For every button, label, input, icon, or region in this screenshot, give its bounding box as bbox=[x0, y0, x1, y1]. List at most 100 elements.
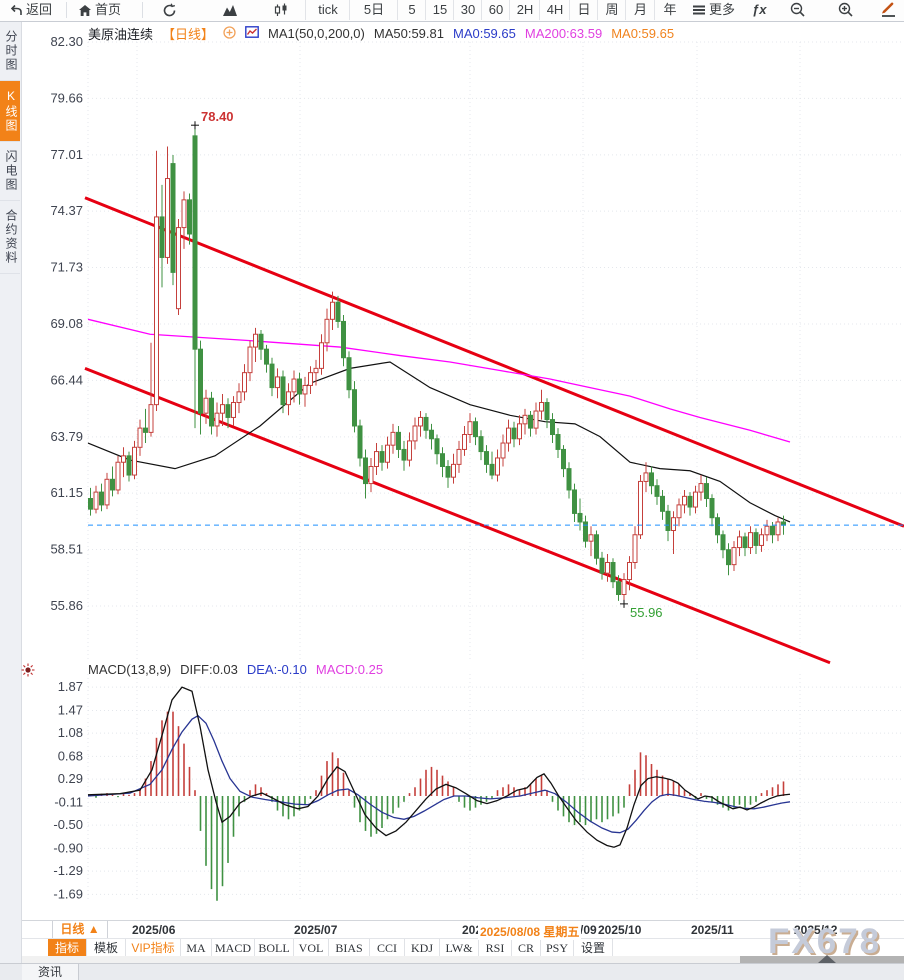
diff-value: DIFF:0.03 bbox=[180, 662, 238, 677]
tab-vol[interactable]: VOL bbox=[294, 939, 329, 957]
svg-text:-1.69: -1.69 bbox=[53, 886, 83, 901]
macd-y-axis-labels: 1.87 1.47 1.08 0.68 0.29 -0.11 -0.50 -0.90 -1.29… bbox=[53, 679, 83, 901]
home-icon bbox=[78, 4, 92, 17]
tab-cci[interactable]: CCI bbox=[370, 939, 405, 957]
back-label: 返回 bbox=[26, 2, 53, 17]
macd-gridlines bbox=[87, 674, 902, 900]
axis-date-label: 2025/12 bbox=[794, 923, 838, 937]
svg-text:61.15: 61.15 bbox=[50, 485, 83, 500]
indicator-fx-button[interactable]: ƒx bbox=[752, 2, 767, 17]
sidebar-item-kline-chart[interactable]: K线图 bbox=[0, 81, 20, 142]
tab-rsi[interactable]: RSI bbox=[479, 939, 512, 957]
macd-header: MACD(13,8,9) DIFF:0.03 DEA:-0.10 MACD:0.… bbox=[88, 662, 383, 677]
candlestick-series bbox=[88, 125, 786, 604]
period-selector-button[interactable]: 日线 ▲ bbox=[52, 921, 108, 938]
tab-vip-indicator[interactable]: VIP指标 bbox=[126, 939, 181, 957]
dea-line bbox=[87, 714, 791, 834]
zoom-in-button[interactable] bbox=[838, 0, 854, 20]
add-indicator-icon[interactable] bbox=[223, 25, 236, 42]
tab-bias[interactable]: BIAS bbox=[329, 939, 370, 957]
svg-text:1.87: 1.87 bbox=[58, 679, 83, 694]
symbol-name[interactable]: 美原油连续 bbox=[88, 27, 154, 42]
sidebar-item-lightning-chart[interactable]: 闪电图 bbox=[0, 142, 20, 201]
svg-text:82.30: 82.30 bbox=[50, 34, 83, 49]
tab-kdj[interactable]: KDJ bbox=[405, 939, 440, 957]
tab-macd[interactable]: MACD bbox=[212, 939, 255, 957]
svg-text:63.79: 63.79 bbox=[50, 429, 83, 444]
line-chart-view-button[interactable] bbox=[222, 0, 238, 20]
indicator-settings-sun-icon[interactable] bbox=[21, 663, 35, 682]
timeframe-year-button[interactable]: 年 bbox=[654, 0, 685, 20]
zoom-out-icon bbox=[790, 2, 806, 18]
timeframe-day-button[interactable]: 日 bbox=[569, 0, 598, 20]
sidebar-item-time-chart[interactable]: 分时图 bbox=[0, 22, 20, 81]
ma200-value: MA200:63.59 bbox=[524, 26, 603, 41]
back-arrow-icon bbox=[8, 4, 23, 17]
chart-header: 美原油连续 【日线】 MA1(50,0,200,0) MA50:59.81 MA… bbox=[88, 24, 674, 43]
hamburger-icon bbox=[692, 4, 706, 16]
candlestick-icon bbox=[274, 3, 288, 17]
svg-text:1.47: 1.47 bbox=[58, 702, 83, 717]
more-button[interactable]: 更多 bbox=[692, 0, 735, 20]
svg-text:-1.29: -1.29 bbox=[53, 863, 83, 878]
timeframe-4h-button[interactable]: 4H bbox=[539, 0, 570, 20]
bottom-status-bar: 资讯 bbox=[0, 963, 904, 980]
timeframe-tick-button[interactable]: tick bbox=[305, 0, 350, 20]
timeframe-week-button[interactable]: 周 bbox=[597, 0, 626, 20]
timeframe-30m-button[interactable]: 30 bbox=[453, 0, 482, 20]
draw-tool-button[interactable] bbox=[880, 0, 897, 20]
macd-settings-label: MACD(13,8,9) bbox=[88, 662, 172, 677]
svg-text:69.08: 69.08 bbox=[50, 316, 83, 331]
tab-indicator[interactable]: 指标 bbox=[48, 939, 87, 957]
svg-text:0.68: 0.68 bbox=[58, 748, 83, 763]
ma0-orange-value: MA0:59.65 bbox=[611, 26, 675, 41]
home-label: 首页 bbox=[95, 2, 122, 17]
ma50-line bbox=[87, 361, 791, 523]
axis-date-label: 2025/07 bbox=[294, 923, 338, 937]
dea-value: DEA:-0.10 bbox=[246, 662, 307, 677]
back-button[interactable]: 返回 bbox=[8, 0, 52, 20]
tab-lwr[interactable]: LW& bbox=[440, 939, 479, 957]
ma0-blue-value: MA0:59.65 bbox=[452, 26, 516, 41]
main-candlestick-chart[interactable]: 82.30 79.66 77.01 74.37 71.73 69.08 66.44 63.79… bbox=[22, 22, 904, 666]
axis-date-label: 2025/06 bbox=[132, 923, 176, 937]
panel-expand-triangle[interactable] bbox=[818, 955, 836, 963]
sidebar-item-contract-info[interactable]: 合约资料 bbox=[0, 201, 20, 274]
tab-boll[interactable]: BOLL bbox=[255, 939, 294, 957]
top-toolbar: 返回 首页 tick 5日 5 15 30 6 bbox=[0, 0, 904, 22]
timeframe-5d-button[interactable]: 5日 bbox=[349, 0, 398, 20]
refresh-button[interactable] bbox=[162, 0, 177, 20]
timeframe-15m-button[interactable]: 15 bbox=[425, 0, 454, 20]
ma200-line bbox=[87, 318, 791, 443]
candle-chart-view-button[interactable] bbox=[274, 0, 288, 20]
period-label: 【日线】 bbox=[162, 27, 215, 42]
svg-text:71.73: 71.73 bbox=[50, 259, 83, 274]
toolbar-separator bbox=[142, 2, 143, 18]
axis-date-label: 2025/10 bbox=[598, 923, 642, 937]
tab-ma[interactable]: MA bbox=[181, 939, 212, 957]
horizontal-scrollbar-track[interactable] bbox=[22, 955, 904, 963]
toolbar-separator bbox=[66, 2, 67, 18]
tab-psy[interactable]: PSY bbox=[541, 939, 574, 957]
tab-cr[interactable]: CR bbox=[512, 939, 541, 957]
home-button[interactable]: 首页 bbox=[78, 0, 121, 20]
zoom-out-button[interactable] bbox=[790, 0, 806, 20]
svg-text:55.96: 55.96 bbox=[630, 605, 663, 620]
axis-date-label-clipped: /09 bbox=[580, 923, 597, 937]
macd-chart[interactable]: 1.87 1.47 1.08 0.68 0.29 -0.11 -0.50 -0.90 -1.29… bbox=[22, 660, 904, 918]
timeframe-60m-button[interactable]: 60 bbox=[481, 0, 510, 20]
tab-template[interactable]: 模板 bbox=[87, 939, 126, 957]
crosshair-date-tooltip: 2025/08/08 星期五 bbox=[478, 923, 582, 940]
macd-value: MACD:0.25 bbox=[315, 662, 384, 677]
timeframe-month-button[interactable]: 月 bbox=[625, 0, 655, 20]
refresh-icon bbox=[162, 3, 177, 18]
svg-text:55.86: 55.86 bbox=[50, 598, 83, 613]
tab-settings[interactable]: 设置 bbox=[574, 939, 613, 957]
news-tab[interactable]: 资讯 bbox=[22, 964, 79, 980]
axis-date-label: 2025/11 bbox=[691, 923, 734, 937]
timeframe-2h-button[interactable]: 2H bbox=[509, 0, 540, 20]
svg-text:-0.90: -0.90 bbox=[53, 840, 83, 855]
timeframe-5m-button[interactable]: 5 bbox=[397, 0, 426, 20]
mini-chart-icon[interactable] bbox=[245, 26, 259, 41]
